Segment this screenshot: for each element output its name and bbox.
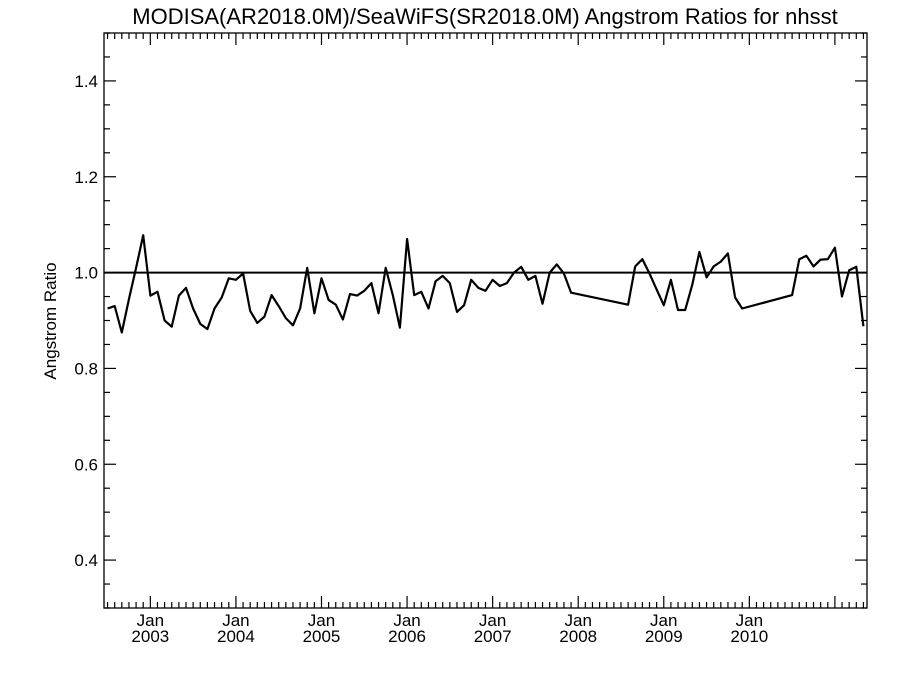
x-tick-month-label: Jan <box>736 611 763 630</box>
y-tick-label: 1.2 <box>74 168 98 187</box>
x-tick-month-label: Jan <box>650 611 677 630</box>
series-line <box>107 234 865 334</box>
x-axis-ticks: Jan2003Jan2004Jan2005Jan2006Jan2007Jan20… <box>106 33 865 646</box>
y-tick-label: 1.4 <box>74 72 98 91</box>
y-tick-label: 1.0 <box>74 264 98 283</box>
x-tick-month-label: Jan <box>308 611 335 630</box>
x-tick-month-label: Jan <box>393 611 420 630</box>
x-tick-month-label: Jan <box>222 611 249 630</box>
x-tick-month-label: Jan <box>137 611 164 630</box>
y-axis-label: Angstrom Ratio <box>41 262 60 379</box>
x-tick-year-label: 2008 <box>559 627 597 646</box>
x-tick-year-label: 2006 <box>388 627 426 646</box>
x-tick-year-label: 2003 <box>131 627 169 646</box>
x-tick-year-label: 2009 <box>645 627 683 646</box>
y-tick-label: 0.4 <box>74 551 98 570</box>
chart-title: MODISA(AR2018.0M)/SeaWiFS(SR2018.0M) Ang… <box>132 4 837 29</box>
series-layer <box>107 234 865 334</box>
y-axis-ticks: 0.4 0.6 0.8 1.0 1.2 1.4 <box>74 32 867 609</box>
plot-frame <box>103 32 868 609</box>
x-tick-year-label: 2005 <box>303 627 341 646</box>
x-tick-year-label: 2004 <box>217 627 255 646</box>
y-tick-label: 0.8 <box>74 359 98 378</box>
y-tick-label: 0.6 <box>74 455 98 474</box>
x-tick-year-label: 2007 <box>474 627 512 646</box>
x-tick-month-label: Jan <box>564 611 591 630</box>
x-tick-month-label: Jan <box>479 611 506 630</box>
x-tick-year-label: 2010 <box>730 627 768 646</box>
